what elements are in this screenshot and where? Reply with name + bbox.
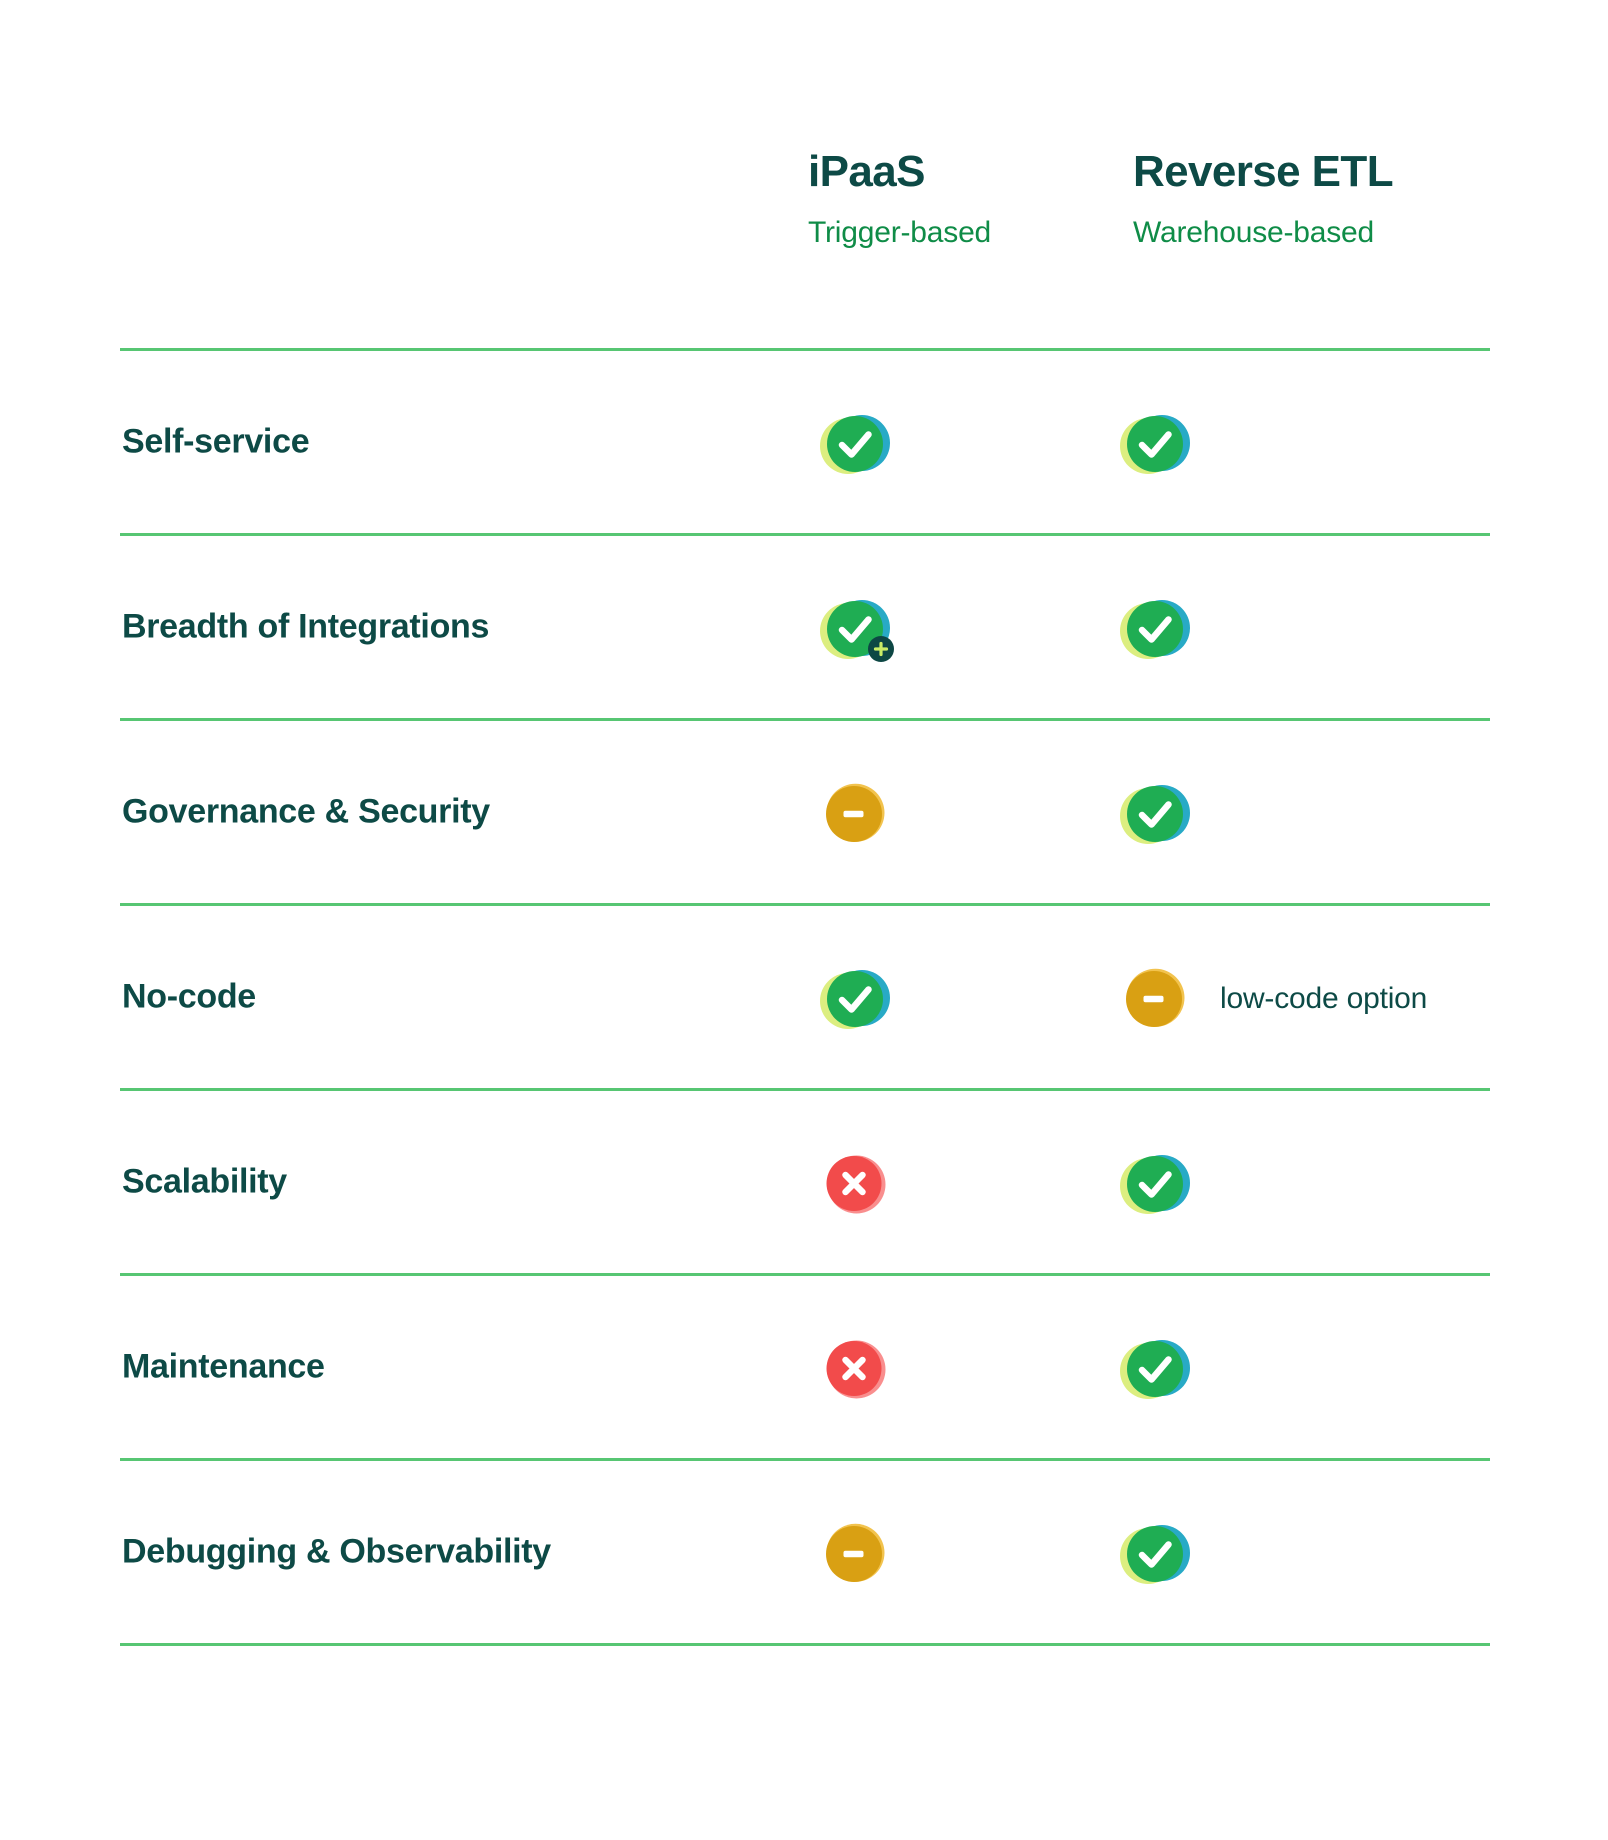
cell-reverse-etl: [1120, 1338, 1190, 1400]
table-row: Breadth of Integrations: [120, 536, 1490, 721]
table-row: No-code low-code option: [120, 906, 1490, 1091]
row-label: Debugging & Observability: [122, 1532, 551, 1571]
check-icon: [1120, 1155, 1190, 1214]
column-subtitle-reverse-etl: Warehouse-based: [1133, 216, 1375, 249]
cell-reverse-etl: [1120, 1153, 1190, 1215]
column-title-reverse-etl: Reverse ETL: [1133, 147, 1394, 196]
table-row: Scalability: [120, 1091, 1490, 1276]
table-row: Self-service: [120, 351, 1490, 536]
column-header-ipaas: iPaaS Trigger-based: [808, 150, 991, 248]
check-icon: [820, 415, 890, 474]
cell-ipaas: [824, 783, 886, 845]
row-label: Breadth of Integrations: [122, 607, 490, 646]
row-label: No-code: [122, 977, 256, 1016]
column-header-reverse-etl: Reverse ETL Warehouse-based: [1133, 147, 1394, 249]
column-title-ipaas: iPaaS: [808, 147, 925, 196]
cross-icon: [826, 1340, 886, 1399]
minus-icon: [826, 1523, 885, 1582]
cell-ipaas: [820, 968, 890, 1030]
row-label: Self-service: [122, 422, 310, 461]
cell-ipaas: [824, 1523, 886, 1585]
minus-icon: [826, 783, 885, 842]
check-icon: [1120, 415, 1190, 474]
cell-reverse-etl: [1120, 598, 1190, 660]
check-icon: [820, 970, 890, 1029]
cell-reverse-etl: [1120, 413, 1190, 475]
cross-icon: [826, 1155, 886, 1214]
cell-ipaas: [824, 1153, 886, 1215]
cell-ipaas: [820, 413, 890, 475]
check-icon: [1120, 1340, 1190, 1399]
cell-reverse-etl: [1120, 783, 1190, 845]
cell-ipaas: [820, 598, 894, 662]
row-label: Maintenance: [122, 1347, 325, 1386]
row-label: Scalability: [122, 1162, 287, 1201]
cell-note: low-code option: [1220, 982, 1428, 1015]
column-subtitle-ipaas: Trigger-based: [808, 216, 992, 249]
table-row: Debugging & Observability: [120, 1461, 1490, 1646]
cell-ipaas: [824, 1338, 886, 1400]
table-row: Governance & Security: [120, 721, 1490, 906]
cell-reverse-etl: [1124, 968, 1186, 1030]
check-icon: [1120, 785, 1190, 844]
minus-icon: [1126, 968, 1185, 1027]
check-plus-icon: [820, 600, 894, 662]
check-icon: [1120, 600, 1190, 659]
row-label: Governance & Security: [122, 792, 490, 831]
check-icon: [1120, 1525, 1190, 1584]
table-row: Maintenance: [120, 1276, 1490, 1461]
cell-reverse-etl: [1120, 1523, 1190, 1585]
comparison-table: Self-service Breadth of Integrations Gov…: [120, 348, 1490, 1646]
